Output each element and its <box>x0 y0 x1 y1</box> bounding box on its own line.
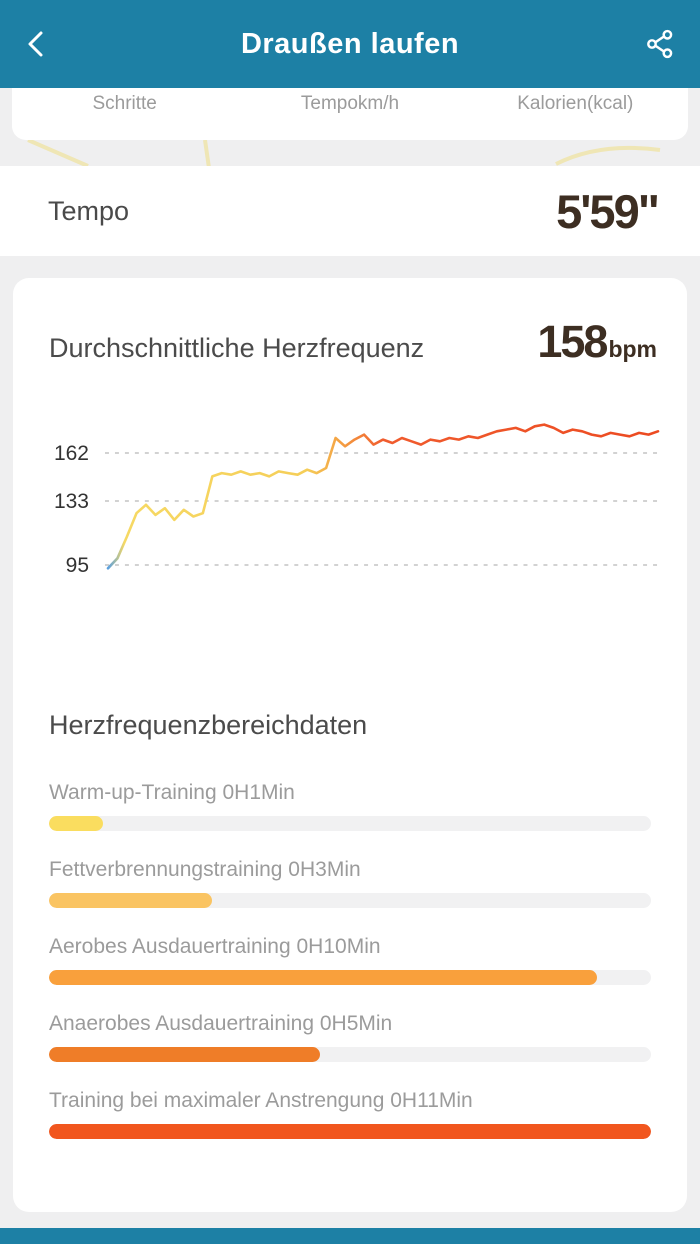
y-tick-95: 95 <box>65 554 89 577</box>
zone-row: Anaerobes Ausdauertraining 0H5Min <box>49 1012 651 1062</box>
tempo-label: Tempo <box>48 195 130 226</box>
zone-bar-fill <box>49 1047 320 1062</box>
back-button[interactable] <box>22 0 66 88</box>
tempo-card: Tempo 5'59" <box>0 166 700 256</box>
zone-bar-fill <box>49 816 104 831</box>
gridlines <box>105 452 661 566</box>
map-trace-decoration <box>27 140 661 168</box>
heart-rate-unit: bpm <box>608 336 657 362</box>
zone-label: Fettverbrennungstraining 0H3Min <box>49 858 361 881</box>
zone-label: Warm-up-Training 0H1Min <box>49 781 295 804</box>
zones-title: Herzfrequenzbereichdaten <box>49 710 368 740</box>
bottom-bar <box>0 1228 700 1244</box>
zone-bar-track <box>49 816 651 831</box>
zone-bar-fill <box>49 1124 651 1139</box>
app-header: Draußen laufen <box>0 0 700 88</box>
zone-label: Aerobes Ausdauertraining 0H10Min <box>49 935 381 958</box>
stats-row-card: Schritte Tempokm/h Kalorien(kcal) <box>12 88 688 140</box>
zone-bar-track <box>49 970 651 985</box>
zone-row: Fettverbrennungstraining 0H3Min <box>49 858 651 908</box>
zone-bar-track <box>49 893 651 908</box>
zone-bar-fill <box>49 893 212 908</box>
zone-list: Warm-up-Training 0H1Min Fettverbrennungs… <box>49 781 651 1139</box>
y-tick-133: 133 <box>53 490 89 513</box>
zone-bar-track <box>49 1124 651 1139</box>
heart-rate-header: Durchschnittliche Herzfrequenz 158 bpm <box>13 278 687 368</box>
stat-label-calories: Kalorien(kcal) <box>517 93 634 114</box>
share-button[interactable] <box>632 0 676 88</box>
zone-label: Anaerobes Ausdauertraining 0H5Min <box>49 1012 393 1035</box>
stat-label-steps: Schritte <box>92 93 157 114</box>
heart-rate-line <box>106 423 660 570</box>
heart-rate-zones-section: Herzfrequenzbereichdaten Warm-up-Trainin… <box>13 710 687 1166</box>
zone-bar-track <box>49 1047 651 1062</box>
zone-row: Aerobes Ausdauertraining 0H10Min <box>49 935 651 985</box>
chevron-left-icon <box>28 31 43 57</box>
zone-row: Warm-up-Training 0H1Min <box>49 781 651 831</box>
heart-rate-chart-svg <box>105 423 661 570</box>
heart-rate-card: Durchschnittliche Herzfrequenz 158 bpm 1… <box>13 278 687 1212</box>
zone-bar-fill <box>49 970 597 985</box>
heart-rate-chart: 162 133 95 <box>13 396 687 596</box>
page-title: Draußen laufen <box>240 27 460 60</box>
y-tick-162: 162 <box>53 442 89 465</box>
zone-label: Training bei maximaler Anstrengung 0H11M… <box>49 1089 473 1112</box>
heart-rate-value: 158 bpm <box>537 316 657 368</box>
heart-rate-number: 158 <box>537 316 608 367</box>
stat-label-tempo: Tempokm/h <box>300 93 400 114</box>
share-icon <box>647 29 673 59</box>
heart-rate-title: Durchschnittliche Herzfrequenz <box>49 333 425 363</box>
tempo-value: 5'59" <box>556 184 660 238</box>
zone-row: Training bei maximaler Anstrengung 0H11M… <box>49 1089 651 1139</box>
